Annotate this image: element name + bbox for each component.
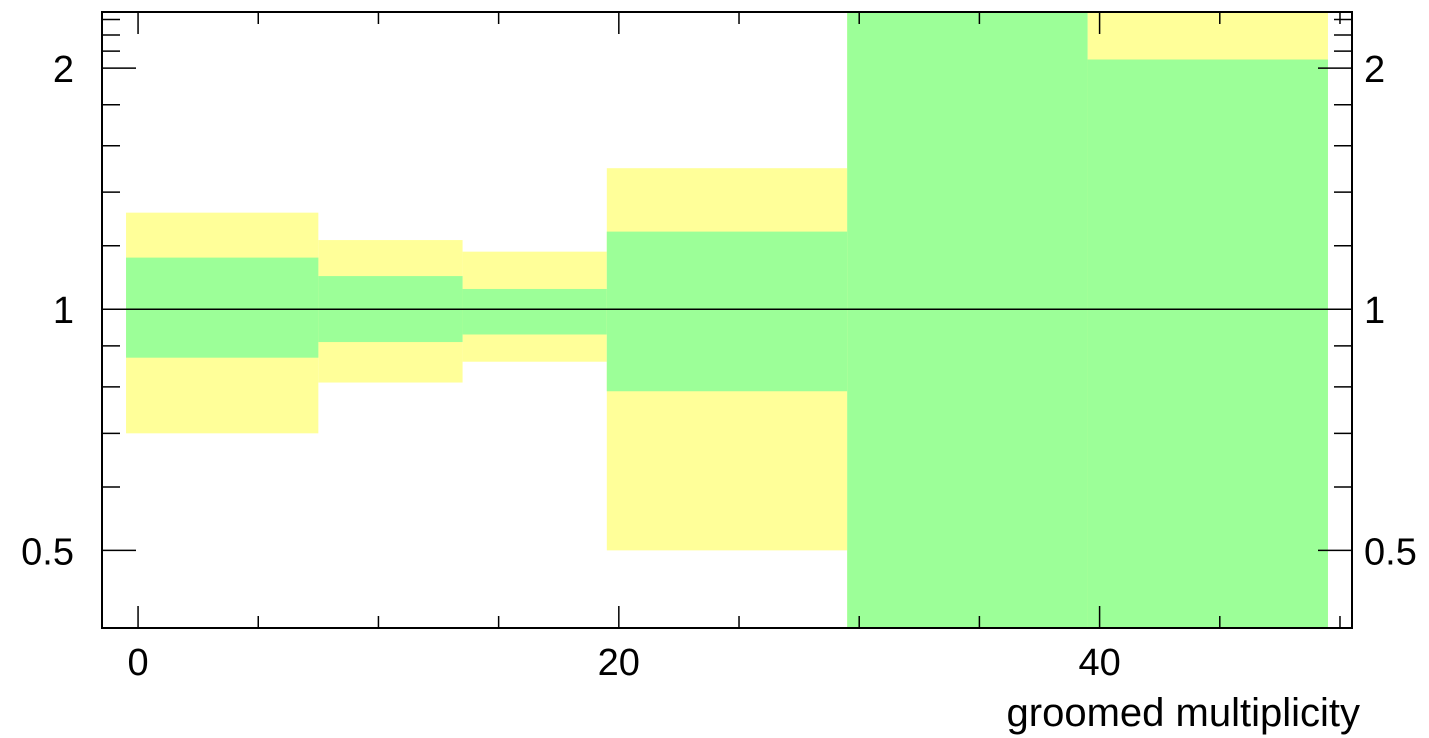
inner-band-bin	[126, 257, 319, 358]
x-tick-label: 0	[127, 642, 148, 684]
x-tick-labels: 0 20 40	[127, 642, 1120, 684]
inner-band-bin	[606, 231, 848, 392]
x-axis-title: groomed multiplicity	[1007, 691, 1360, 735]
y-tick-label-right: 1	[1364, 290, 1385, 332]
y-tick-label-left: 2	[53, 49, 74, 91]
inner-band-bin	[847, 12, 1088, 628]
y-tick-label-right: 0.5	[1364, 531, 1417, 573]
y-tick-labels-left: 0.5 1 2	[21, 49, 74, 573]
y-tick-label-left: 1	[53, 290, 74, 332]
y-tick-label-right: 2	[1364, 49, 1385, 91]
y-tick-label-left: 0.5	[21, 531, 74, 573]
y-tick-labels-right: 0.5 1 2	[1364, 49, 1417, 573]
plot-frame	[101, 11, 1353, 629]
x-tick-label: 40	[1078, 642, 1120, 684]
axis-ticks	[102, 12, 1352, 629]
x-tick-label: 20	[598, 642, 640, 684]
inner-band-bin	[462, 288, 607, 335]
inner-band-bin	[1087, 59, 1328, 628]
inner-uncertainty-bands	[126, 12, 1328, 628]
